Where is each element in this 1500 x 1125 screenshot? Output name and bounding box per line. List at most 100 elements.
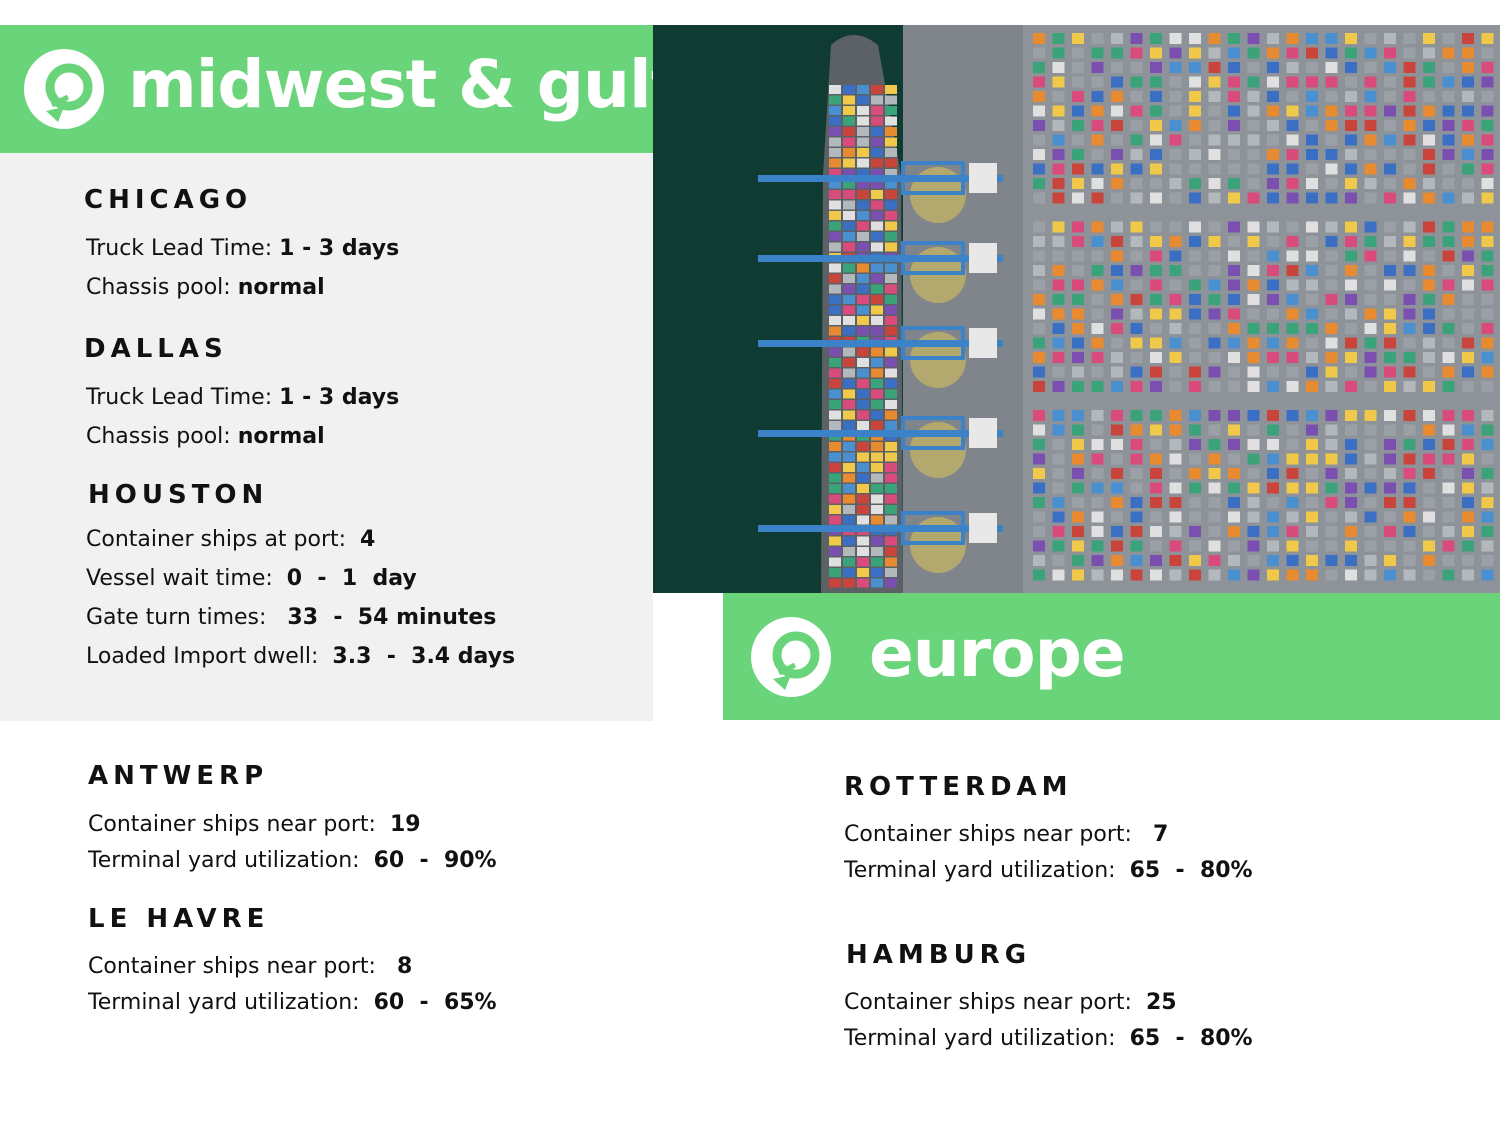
yard-container	[1091, 366, 1104, 378]
yard-container	[1442, 366, 1455, 378]
europe-title: europe	[869, 615, 1126, 692]
ship-container	[857, 116, 869, 126]
ship-container	[885, 473, 897, 483]
yard-container	[1189, 76, 1201, 88]
ship-container	[829, 179, 841, 189]
yard-container	[1130, 178, 1143, 189]
yard-container	[1169, 265, 1182, 276]
yard-container	[1228, 149, 1240, 160]
ship-container	[871, 169, 883, 178]
yard-container	[1364, 323, 1377, 334]
yard-container	[1130, 62, 1143, 73]
yard-container	[1462, 424, 1474, 436]
ship-container	[857, 505, 869, 514]
ship-container	[871, 547, 883, 556]
yard-container	[1150, 236, 1162, 247]
yard-container	[1247, 323, 1260, 334]
yard-container	[1228, 105, 1240, 117]
yard-container	[1150, 279, 1162, 291]
yard-container	[1384, 337, 1396, 349]
yard-container	[1091, 47, 1104, 59]
yard-container	[1286, 47, 1299, 59]
yard-container	[1091, 555, 1104, 566]
yard-container	[1228, 511, 1240, 523]
yard-container	[1228, 134, 1240, 146]
yard-container	[1306, 62, 1318, 73]
yard-container	[1325, 149, 1338, 160]
yard-container	[1130, 410, 1143, 421]
yard-container	[1072, 439, 1084, 450]
yard-container	[1306, 352, 1318, 363]
yard-container	[1169, 308, 1182, 320]
yard-container	[1364, 497, 1377, 508]
yard-container	[1481, 221, 1494, 233]
yard-container	[1033, 337, 1045, 349]
yard-container	[1072, 308, 1084, 320]
yard-container	[1247, 439, 1260, 450]
yard-container	[1325, 482, 1338, 494]
yard-container	[1306, 337, 1318, 349]
yard-container	[1208, 526, 1221, 537]
yard-container	[1072, 468, 1084, 479]
yard-container	[1208, 366, 1221, 378]
yard-container	[1364, 424, 1377, 436]
yard-container	[1072, 149, 1084, 160]
yard-container	[1208, 337, 1221, 349]
yard-container	[1228, 265, 1240, 276]
yard-container	[1325, 91, 1338, 102]
yard-container	[1111, 221, 1123, 233]
ship-container	[871, 536, 883, 546]
ship-container	[885, 389, 897, 399]
yard-container	[1130, 47, 1143, 59]
yard-container	[1150, 47, 1162, 59]
yard-container	[1462, 439, 1474, 450]
yard-container	[1189, 497, 1201, 508]
ship-container	[829, 568, 841, 577]
ship-container	[829, 221, 841, 231]
yard-container	[1345, 120, 1357, 131]
yard-container	[1169, 163, 1182, 175]
yard-container	[1150, 439, 1162, 450]
yard-container	[1325, 555, 1338, 566]
yard-container	[1306, 47, 1318, 59]
yard-container	[1403, 410, 1416, 421]
yard-container	[1091, 221, 1104, 233]
yard-container	[1169, 149, 1182, 160]
ship-container	[829, 578, 841, 588]
yard-container	[1345, 540, 1357, 552]
yard-container	[1481, 236, 1494, 247]
yard-container	[1111, 47, 1123, 59]
ship-container	[829, 515, 841, 525]
yard-container	[1033, 279, 1045, 291]
yard-container	[1033, 424, 1045, 436]
gantry-crane	[758, 511, 1003, 573]
yard-container	[1403, 497, 1416, 508]
yard-container	[1189, 91, 1201, 102]
yard-container	[1130, 555, 1143, 566]
yard-container	[1247, 294, 1260, 305]
yard-container	[1403, 366, 1416, 378]
yard-container	[1462, 555, 1474, 566]
yard-container	[1189, 134, 1201, 146]
yard-container	[1306, 105, 1318, 117]
yard-container	[1072, 352, 1084, 363]
yard-container	[1111, 120, 1123, 131]
yard-container	[1091, 526, 1104, 537]
yard-container	[1325, 76, 1338, 88]
yard-container	[1130, 497, 1143, 508]
yard-container	[1384, 91, 1396, 102]
yard-container	[1423, 279, 1435, 291]
yard-container	[1306, 366, 1318, 378]
ship-container	[843, 505, 855, 514]
yard-container	[1111, 424, 1123, 436]
yard-container	[1286, 526, 1299, 537]
ship-container	[829, 326, 841, 336]
yard-container	[1364, 279, 1377, 291]
yard-container	[1423, 323, 1435, 334]
yard-container	[1462, 221, 1474, 233]
ship-container	[843, 536, 855, 546]
yard-container	[1345, 76, 1357, 88]
yard-container	[1384, 410, 1396, 421]
yard-container	[1345, 105, 1357, 117]
yard-container	[1228, 482, 1240, 494]
